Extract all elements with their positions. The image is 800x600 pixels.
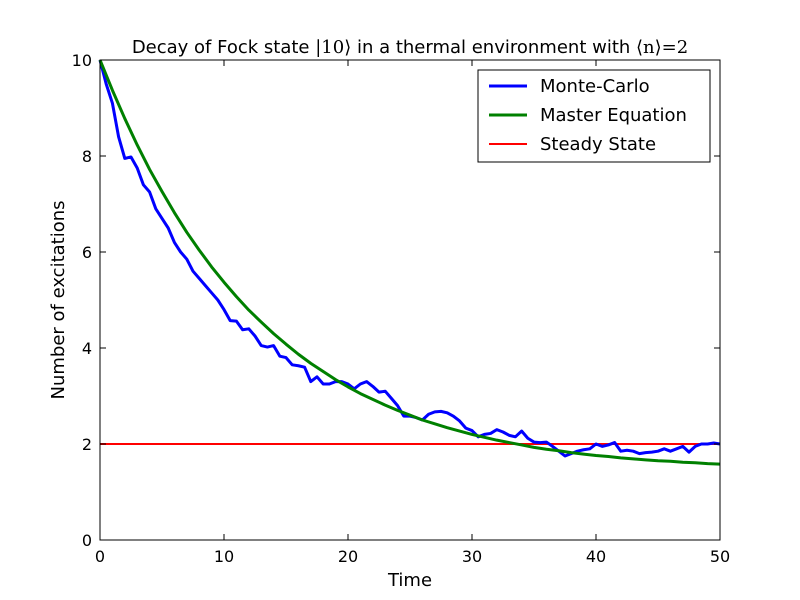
y-tick-label: 10 xyxy=(72,51,92,70)
series-layer xyxy=(98,59,721,466)
x-tick-label: 20 xyxy=(338,547,358,566)
title-math-fock: |10⟩ xyxy=(315,37,351,58)
y-tick-label: 8 xyxy=(82,147,92,166)
y-axis-label: Number of excitations xyxy=(48,200,69,399)
y-tick-label: 0 xyxy=(82,531,92,550)
title-math-mean: ⟨n⟩=2 xyxy=(636,37,688,58)
legend-label-monte-carlo: Monte-Carlo xyxy=(540,76,650,97)
series-line-master-equation xyxy=(98,59,721,466)
x-tick-label: 0 xyxy=(95,547,105,566)
legend-label-master-equation: Master Equation xyxy=(540,105,687,126)
x-tick-label: 50 xyxy=(710,547,730,566)
y-tick-label: 2 xyxy=(82,435,92,454)
plot-frame xyxy=(99,59,721,541)
chart-title: Decay of Fock state |10⟩ in a thermal en… xyxy=(132,37,688,58)
title-prefix: Decay of Fock state xyxy=(132,37,315,58)
y-tick-label: 6 xyxy=(82,243,92,262)
legend-label-steady-state: Steady State xyxy=(540,134,656,155)
title-middle: in a thermal environment with xyxy=(351,37,636,58)
x-tick-label: 10 xyxy=(214,547,234,566)
legend: Monte-Carlo Master Equation Steady State xyxy=(477,69,711,163)
ticks-layer: 0 10 20 30 40 50 0 2 4 6 8 10 xyxy=(72,51,731,566)
x-axis-label: Time xyxy=(387,570,432,591)
legend-entries: Monte-Carlo Master Equation Steady State xyxy=(489,76,687,155)
x-tick-label: 40 xyxy=(586,547,606,566)
x-tick-label: 30 xyxy=(462,547,482,566)
y-tick-label: 4 xyxy=(82,339,92,358)
